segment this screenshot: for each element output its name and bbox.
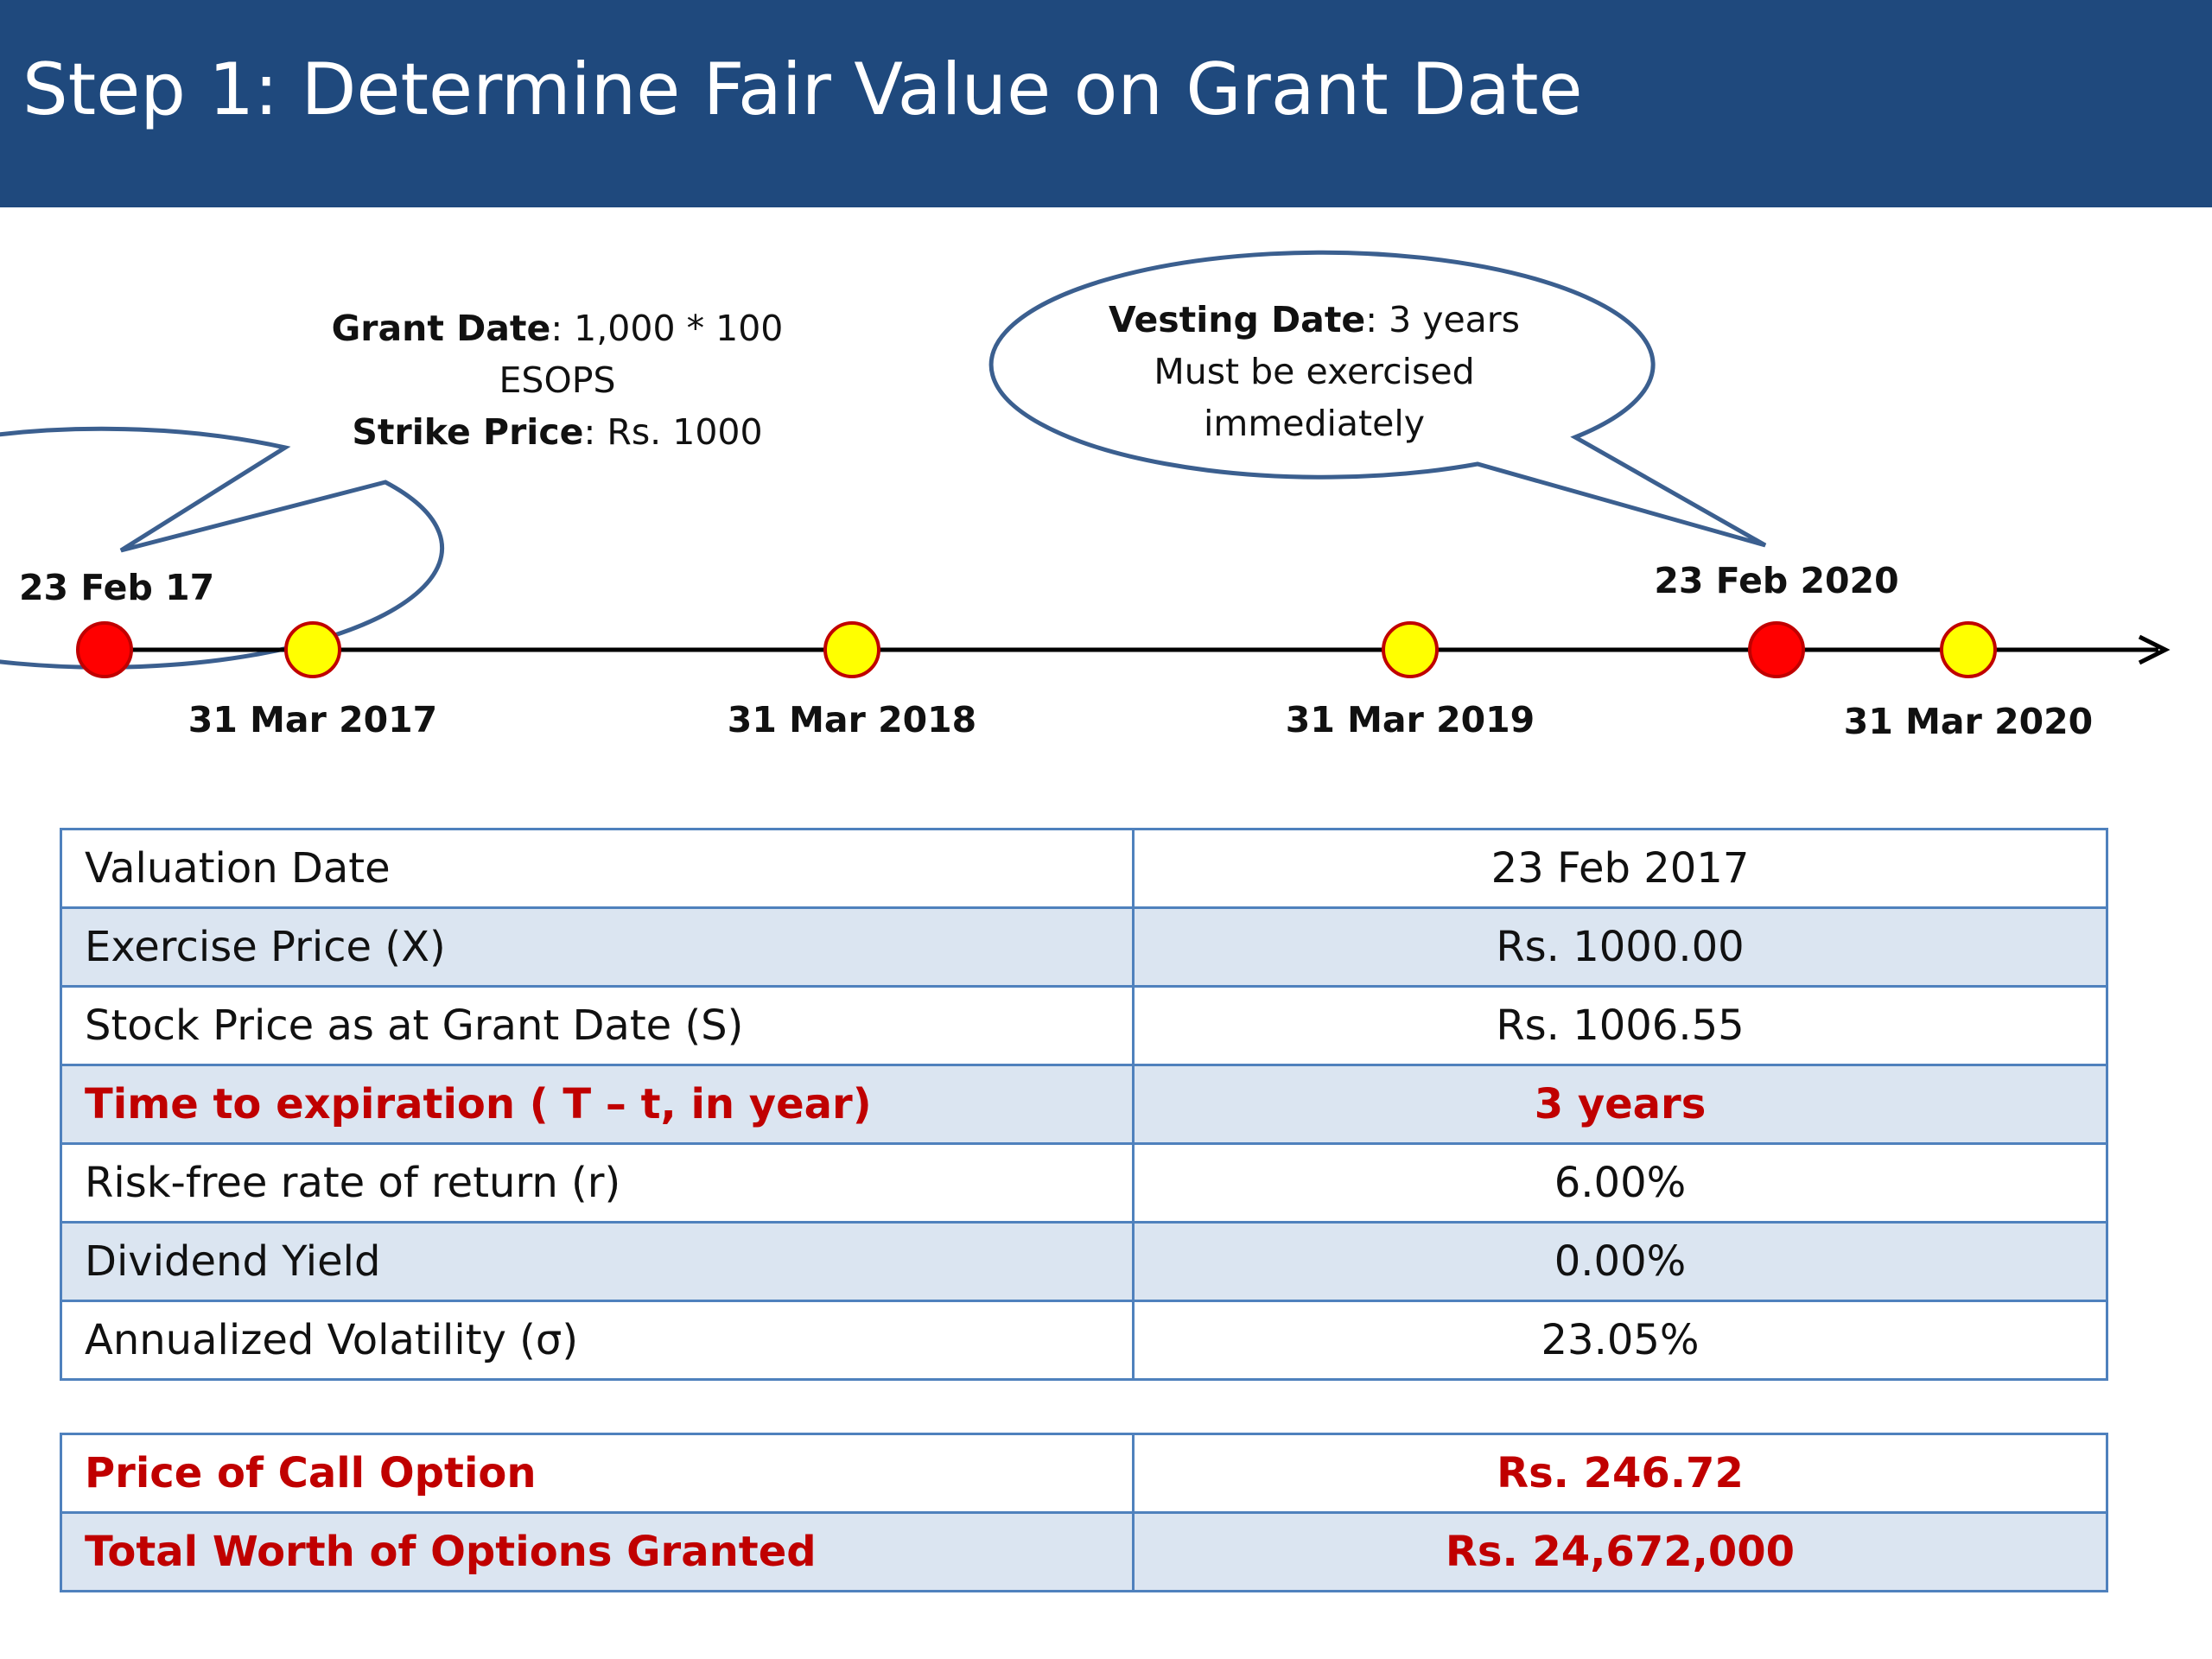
row-value: 23 Feb 2017	[1132, 828, 2108, 909]
row-value: Rs. 1000.00	[1132, 906, 2108, 988]
table-row: Stock Price as at Grant Date (S) Rs. 100…	[60, 985, 2108, 1066]
marker-grant-date	[76, 621, 133, 678]
label-31-mar-2018: 31 Mar 2018	[727, 699, 977, 741]
marker-31-mar-2018	[823, 621, 880, 678]
row-label: Stock Price as at Grant Date (S)	[60, 985, 1135, 1066]
table-row: Valuation Date 23 Feb 2017	[60, 828, 2108, 909]
table-row: Dividend Yield 0.00%	[60, 1221, 2108, 1302]
row-label: Exercise Price (X)	[60, 906, 1135, 988]
marker-vesting-date	[1748, 621, 1805, 678]
label-31-mar-2019: 31 Mar 2019	[1285, 699, 1535, 741]
table-row: Time to expiration ( T – t, in year) 3 y…	[60, 1064, 2108, 1145]
row-label: Time to expiration ( T – t, in year)	[60, 1064, 1135, 1145]
results-table: Price of Call Option Rs. 246.72 Total Wo…	[60, 1433, 2108, 1592]
title-bar: Step 1: Determine Fair Value on Grant Da…	[0, 0, 2212, 207]
row-value: 3 years	[1132, 1064, 2108, 1145]
result-value: Rs. 246.72	[1132, 1433, 2108, 1514]
table-row: Price of Call Option Rs. 246.72	[60, 1433, 2108, 1514]
marker-31-mar-2020	[1940, 621, 1997, 678]
timeline-arrowhead	[2138, 634, 2171, 665]
grant-bubble-text: Grant Date: 1,000 * 100 ESOPS Strike Pri…	[331, 308, 784, 453]
result-label: Total Worth of Options Granted	[60, 1511, 1135, 1592]
label-31-mar-2017: 31 Mar 2017	[188, 699, 438, 741]
table-row: Annualized Volatility (σ) 23.05%	[60, 1300, 2108, 1381]
result-label: Price of Call Option	[60, 1433, 1135, 1514]
result-value: Rs. 24,672,000	[1132, 1511, 2108, 1592]
row-label: Risk-free rate of return (r)	[60, 1142, 1135, 1224]
row-label: Annualized Volatility (σ)	[60, 1300, 1135, 1381]
row-value: 0.00%	[1132, 1221, 2108, 1302]
row-value: Rs. 1006.55	[1132, 985, 2108, 1066]
timeline-graphic	[0, 250, 2171, 678]
label-31-mar-2020: 31 Mar 2020	[1843, 701, 2094, 742]
grant-bubble	[0, 426, 445, 670]
row-value: 23.05%	[1132, 1300, 2108, 1381]
label-start-date: 23 Feb 17	[19, 567, 215, 608]
parameters-table: Valuation Date 23 Feb 2017 Exercise Pric…	[60, 828, 2108, 1381]
row-value: 6.00%	[1132, 1142, 2108, 1224]
table-row: Exercise Price (X) Rs. 1000.00	[60, 906, 2108, 988]
marker-31-mar-2017	[284, 621, 341, 678]
vesting-bubble	[988, 250, 1767, 548]
marker-31-mar-2019	[1382, 621, 1439, 678]
table-row: Total Worth of Options Granted Rs. 24,67…	[60, 1511, 2108, 1592]
table-row: Risk-free rate of return (r) 6.00%	[60, 1142, 2108, 1224]
vesting-bubble-text: Vesting Date: 3 years Must be exercised …	[1108, 299, 1521, 444]
label-vesting-date: 23 Feb 2020	[1654, 560, 1899, 601]
row-label: Valuation Date	[60, 828, 1135, 909]
page-title: Step 1: Determine Fair Value on Grant Da…	[22, 48, 1583, 131]
timeline: Grant Date: 1,000 * 100 ESOPS Strike Pri…	[0, 207, 2212, 812]
row-label: Dividend Yield	[60, 1221, 1135, 1302]
